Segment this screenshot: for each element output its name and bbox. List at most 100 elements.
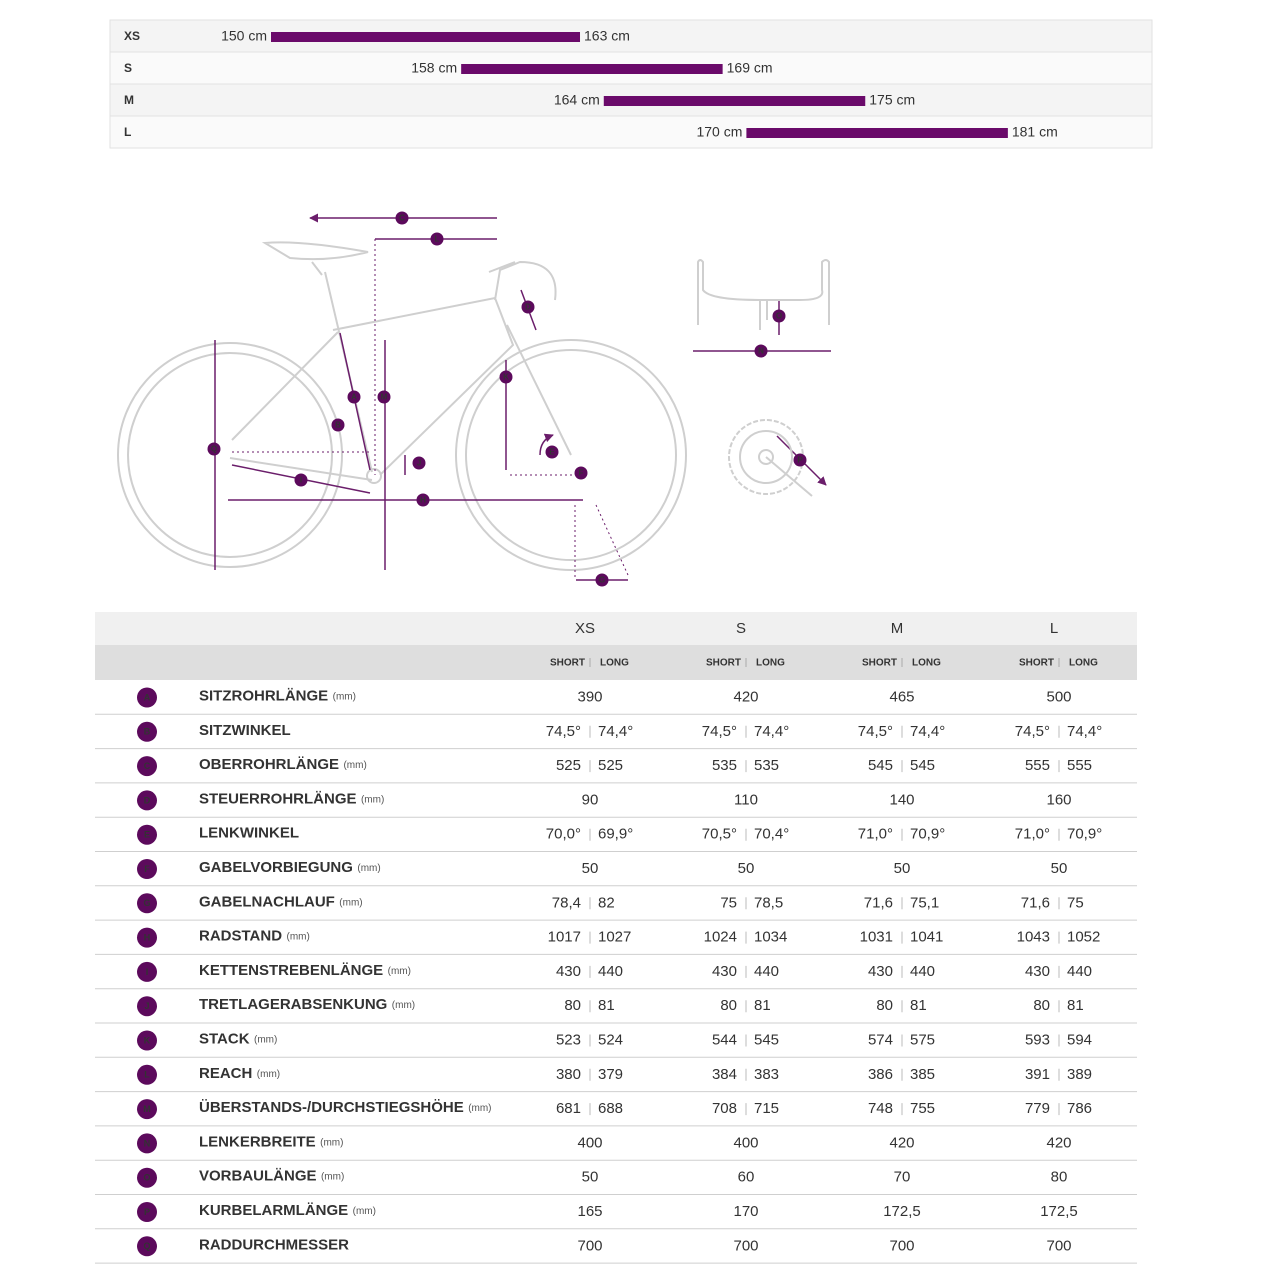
value-long: 1034 (754, 929, 787, 946)
row-letter: J (144, 1001, 149, 1011)
letter-badge (347, 390, 361, 404)
row-label: ÜBERSTANDS-/DURCHSTIEGSHÖHE (mm) (199, 1099, 492, 1116)
value: 700 (733, 1237, 758, 1254)
value-long: 440 (598, 963, 623, 980)
value-long: 524 (598, 1031, 623, 1048)
diagram-letter: N (758, 347, 764, 356)
value: 50 (582, 860, 599, 877)
value: 172,5 (883, 1203, 921, 1220)
row-name: LENKERBREITE (199, 1133, 316, 1150)
value-long: 535 (754, 757, 779, 774)
letter-badge (499, 370, 513, 384)
value-short: 544 (712, 1031, 737, 1048)
value-long: 70,9° (1067, 826, 1102, 843)
row-letter: C (144, 761, 151, 771)
diagram-letter: H (420, 496, 426, 505)
height-bar (271, 32, 581, 42)
value-long: 555 (1067, 757, 1092, 774)
value: 50 (738, 860, 755, 877)
letter-badge (772, 309, 786, 323)
row-name: RADSTAND (199, 928, 282, 945)
row-label: VORBAULÄNGE (mm) (199, 1168, 344, 1185)
value-short: 74,5° (858, 723, 893, 740)
value-long: 82 (598, 894, 615, 911)
letter-badge (294, 473, 308, 487)
row-unit: (mm) (353, 1206, 376, 1217)
letter-badge (137, 859, 157, 879)
value: 700 (889, 1237, 914, 1254)
row-name: GABELVORBIEGUNG (199, 859, 353, 876)
row-letter: P (144, 1207, 150, 1217)
letter-badge (137, 1133, 157, 1154)
min-label: 164 cm (554, 92, 600, 108)
letter-badge (137, 824, 157, 845)
row-unit: (mm) (357, 863, 380, 874)
diagram-letter: B (335, 421, 341, 430)
value: 400 (733, 1134, 758, 1151)
size-label: S (124, 61, 132, 75)
row-unit: (mm) (361, 794, 384, 805)
row-label: RADDURCHMESSER (199, 1236, 349, 1253)
row-unit: (mm) (468, 1103, 491, 1114)
letter-badge (793, 453, 807, 467)
row-name: GABELNACHLAUF (199, 893, 335, 910)
value-short: 75 (720, 894, 737, 911)
letter-badge (412, 456, 426, 470)
row-unit: (mm) (339, 897, 362, 908)
value-long: 69,9° (598, 826, 633, 843)
row-name: KURBELARMLÄNGE (199, 1202, 348, 1219)
letter-badge (395, 211, 409, 225)
header-row (95, 612, 1137, 645)
row-letter: D (144, 795, 151, 805)
value: 50 (894, 860, 911, 877)
height-bar (746, 128, 1008, 138)
value-short: 384 (712, 1066, 737, 1083)
row-name: ÜBERSTANDS-/DURCHSTIEGSHÖHE (199, 1099, 464, 1116)
value: 110 (734, 791, 758, 808)
value-short: 380 (556, 1066, 581, 1083)
sub-short: SHORT (706, 658, 741, 669)
value-long: 75,1 (910, 894, 939, 911)
value-short: 525 (556, 757, 581, 774)
value: 140 (889, 791, 914, 808)
letter-badge (545, 445, 559, 459)
row-unit: (mm) (287, 931, 310, 942)
value-short: 74,5° (1015, 723, 1050, 740)
value-short: 74,5° (702, 723, 737, 740)
sub-short: SHORT (1019, 658, 1054, 669)
value-short: 430 (868, 963, 893, 980)
letter-badge (137, 790, 157, 811)
row-letter: K (144, 1035, 151, 1045)
value: 90 (582, 791, 599, 808)
row-name: LENKWINKEL (199, 825, 299, 842)
value-short: 523 (556, 1031, 581, 1048)
sub-short: SHORT (550, 658, 585, 669)
row-letter: Q (143, 1241, 150, 1251)
value-short: 430 (556, 963, 581, 980)
value-long: 389 (1067, 1066, 1092, 1083)
value-short: 70,5° (702, 826, 737, 843)
row-label: SITZROHRLÄNGE (mm) (199, 687, 356, 704)
letter-badge (137, 1099, 157, 1120)
letter-badge (595, 573, 609, 587)
value-long: 1027 (598, 929, 631, 946)
subheader-row (95, 645, 1137, 680)
row-label: LENKWINKEL (199, 825, 299, 842)
row-label: OBERROHRLÄNGE (mm) (199, 756, 367, 773)
value-long: 575 (910, 1031, 935, 1048)
value-long: 594 (1067, 1031, 1092, 1048)
value-short: 1031 (860, 929, 893, 946)
letter-badge (137, 756, 157, 777)
size-label: M (124, 93, 134, 107)
letter-badge (377, 390, 391, 404)
row-name: STEUERROHRLÄNGE (199, 790, 357, 807)
row-unit: (mm) (321, 1171, 344, 1182)
height-bar (603, 96, 866, 106)
letter-badge (137, 1030, 157, 1051)
value: 80 (1051, 1169, 1068, 1186)
size-label: L (124, 125, 131, 139)
value-short: 574 (868, 1031, 893, 1048)
row-name: STACK (199, 1030, 250, 1047)
row-name: OBERROHRLÄNGE (199, 756, 339, 773)
letter-badge (754, 344, 768, 358)
